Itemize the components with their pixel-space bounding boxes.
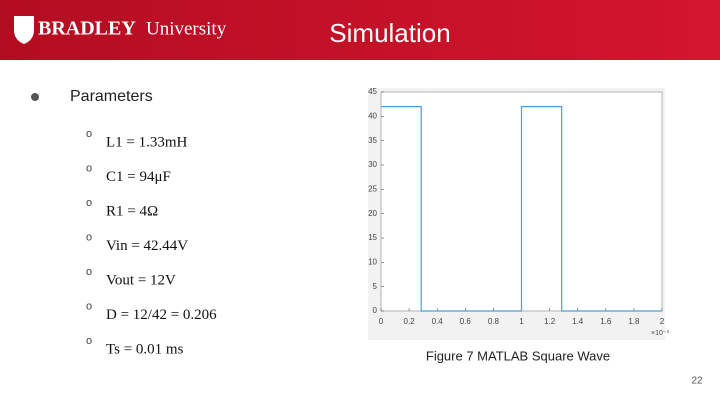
x-tick-label: 1.2	[544, 317, 556, 326]
data-line	[381, 106, 662, 312]
parameter: L1 = 1.33mH	[106, 134, 188, 150]
x-tick-label: 0.8	[488, 317, 500, 326]
x-multiplier: ×10⁻³	[651, 330, 670, 337]
y-tick-label: 10	[368, 257, 377, 266]
bullet-text: Parameters	[70, 88, 153, 105]
logo-sub: University	[146, 18, 227, 39]
caption: Figure 7 MATLAB Square Wave	[426, 348, 610, 363]
x-tick-label: 1.6	[600, 317, 612, 326]
y-tick-label: 5	[373, 282, 378, 291]
y-tick-label: 45	[368, 87, 377, 96]
chart: 0 5 10 15 20 25 30 35 40 45 0 0.2 0.4 0.6 0.8 1 1.2 1.4 1.…	[368, 87, 670, 337]
x-tick-label: 0.4	[432, 317, 444, 326]
sub-bullet: o	[86, 162, 92, 174]
y-tick-label: 40	[368, 111, 377, 120]
y-tick-label: 25	[368, 184, 377, 193]
x-tick-label: 1.4	[572, 317, 584, 326]
header-band	[0, 0, 720, 60]
sub-bullet: o	[86, 128, 92, 140]
parameter: Ts = 0.01 ms	[106, 341, 184, 357]
y-tick-label: 35	[368, 136, 377, 145]
sub-bullet: o	[86, 300, 92, 312]
parameter: R1 = 4Ω	[106, 203, 158, 219]
bullet-dot	[31, 93, 39, 101]
y-tick-label: 30	[368, 160, 377, 169]
logo-main: BRADLEY	[38, 18, 136, 40]
parameter: C1 = 94μF	[106, 169, 171, 185]
x-tick-label: 0.2	[404, 317, 416, 326]
x-tick-label: 1.8	[628, 317, 640, 326]
parameter: Vout = 12V	[106, 272, 176, 288]
sub-bullet: o	[86, 231, 92, 243]
x-tick-label: 0.6	[460, 317, 472, 326]
y-tick-label: 15	[368, 233, 377, 242]
y-tick-label: 0	[373, 306, 378, 315]
parameter: Vin = 42.44V	[106, 238, 188, 254]
y-tick-label: 20	[368, 209, 377, 218]
sub-bullet: o	[86, 266, 92, 278]
x-tick-label: 0	[379, 317, 384, 326]
sub-bullet: o	[86, 335, 92, 347]
parameter-list: o L1 = 1.33mH o C1 = 94μF o R1 = 4Ω o Vin = 42.…	[86, 128, 217, 358]
sub-bullet: o	[86, 197, 92, 209]
x-tick-label: 1	[519, 317, 524, 326]
page-number: 22	[691, 376, 703, 387]
slide-title: Simulation	[329, 18, 450, 48]
x-tick-label: 2	[660, 317, 665, 326]
logo-shield	[14, 16, 34, 44]
parameter: D = 12/42 = 0.206	[106, 307, 217, 323]
